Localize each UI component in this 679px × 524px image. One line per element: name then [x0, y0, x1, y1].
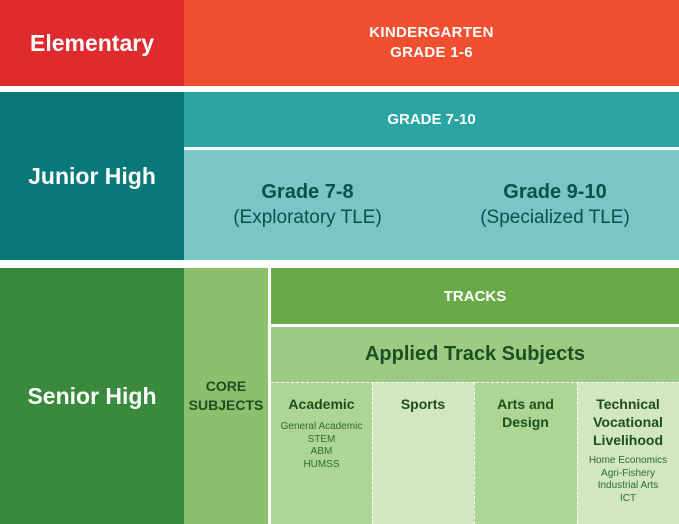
- grade-9-10-column: Grade 9-10 (Specialized TLE): [431, 150, 679, 260]
- track-technical-vocational-livelihood: Technical Vocational Livelihood Home Eco…: [577, 382, 679, 524]
- grade-7-8-column: Grade 7-8 (Exploratory TLE): [184, 150, 431, 260]
- track-tvl-title-line-3: Livelihood: [593, 432, 663, 448]
- tracks-header: TRACKS: [271, 268, 679, 324]
- grade-7-8-title: Grade 7-8: [261, 181, 354, 203]
- junior-high-label: Junior High: [0, 92, 184, 260]
- applied-track-subjects-header: Applied Track Subjects: [271, 327, 679, 382]
- kindergarten-text: KINDERGARTEN: [369, 24, 494, 41]
- track-sports: Sports: [372, 382, 474, 524]
- core-text: CORE: [205, 378, 247, 394]
- track-academic-items: General Academic STEM ABM HUMSS: [271, 421, 372, 471]
- elementary-content: KINDERGARTEN GRADE 1-6: [184, 0, 679, 86]
- dashed-divider: [271, 382, 679, 383]
- track-sports-title: Sports: [400, 396, 446, 412]
- grade-7-8-subtitle: (Exploratory TLE): [233, 207, 382, 228]
- elementary-label: Elementary: [0, 0, 184, 86]
- dashed-divider: [577, 382, 578, 524]
- track-arts-title-line-2: Design: [502, 414, 549, 430]
- track-tvl-title-line-2: Vocational: [593, 414, 663, 430]
- tracks-header-text: TRACKS: [443, 287, 507, 305]
- elementary-label-text: Elementary: [29, 29, 154, 56]
- grade-7-10-text: GRADE 7-10: [387, 111, 476, 128]
- list-item: Home Economics: [588, 455, 668, 466]
- junior-high-body: Grade 7-8 (Exploratory TLE) Grade 9-10 (…: [184, 150, 679, 260]
- grade-1-6-text: GRADE 1-6: [390, 44, 473, 61]
- track-arts-title-line-1: Arts and: [497, 396, 554, 412]
- grade-9-10-subtitle: (Specialized TLE): [480, 207, 630, 228]
- grade-9-10-title: Grade 9-10: [503, 181, 607, 203]
- subjects-text: SUBJECTS: [188, 397, 264, 413]
- list-item: HUMSS: [303, 458, 340, 470]
- list-item: General Academic: [280, 421, 363, 432]
- applied-track-subjects-text: Applied Track Subjects: [364, 343, 586, 365]
- list-item: Agri-Fishery: [601, 467, 655, 479]
- list-item: STEM: [307, 433, 336, 445]
- list-item: Industrial Arts: [597, 480, 659, 491]
- track-academic: Academic General Academic STEM ABM HUMSS: [271, 382, 372, 524]
- junior-high-header: GRADE 7-10: [184, 92, 679, 147]
- track-academic-title: Academic: [288, 396, 355, 412]
- dashed-divider: [474, 382, 475, 524]
- track-tvl-title-line-1: Technical: [596, 396, 660, 412]
- core-subjects-block: CORE SUBJECTS: [184, 268, 268, 524]
- track-tvl-items: Home Economics Agri-Fishery Industrial A…: [577, 455, 679, 505]
- list-item: ICT: [619, 492, 637, 504]
- track-arts-and-design: Arts and Design: [474, 382, 577, 524]
- senior-high-label: Senior High: [0, 268, 184, 524]
- dashed-divider: [372, 382, 373, 524]
- senior-high-label-text: Senior High: [27, 382, 157, 409]
- junior-high-label-text: Junior High: [28, 162, 156, 189]
- list-item: ABM: [310, 446, 333, 457]
